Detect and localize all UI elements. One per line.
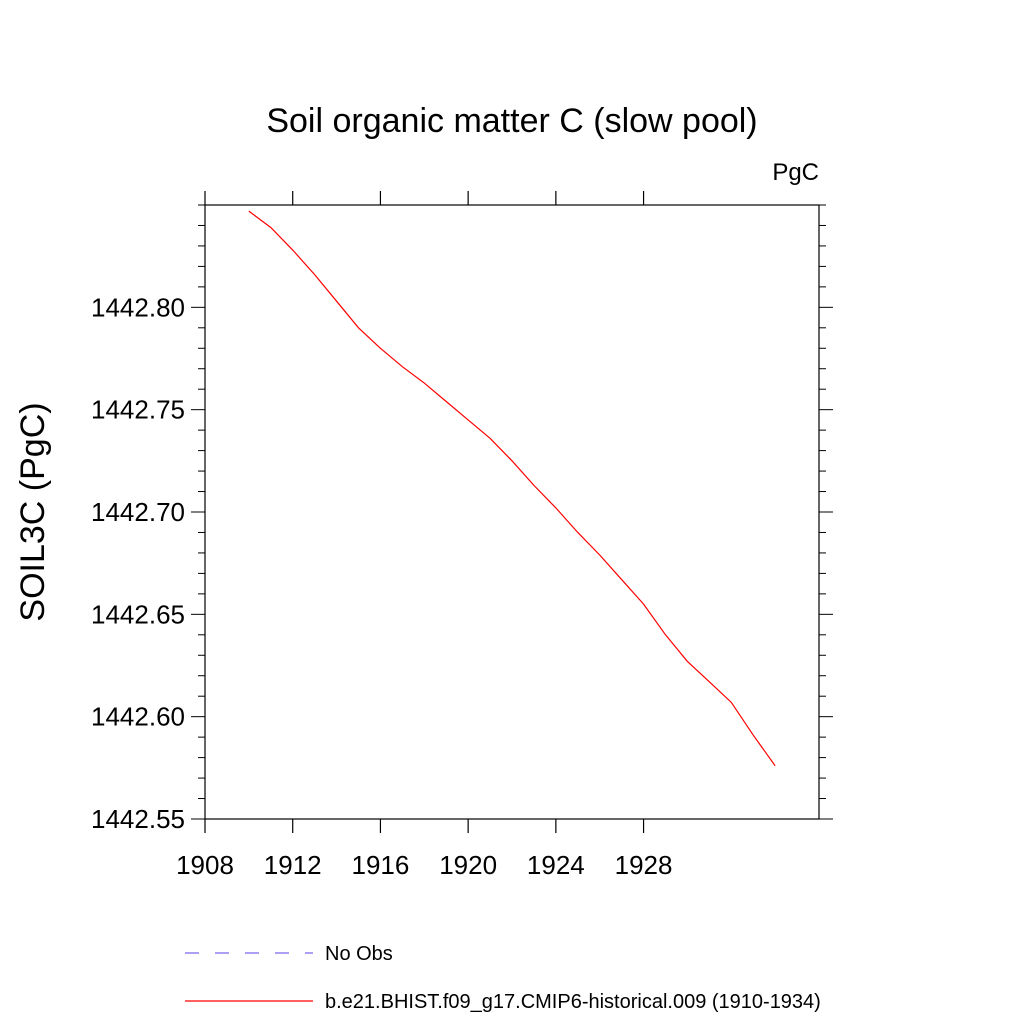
x-tick-labels: 1908 1912 1916 1920 1924 1928 (176, 850, 672, 880)
y-tick-label: 1442.60 (91, 702, 185, 732)
x-tick-label: 1908 (176, 850, 234, 880)
legend: No Obs b.e21.BHIST.f09_g17.CMIP6-histori… (185, 943, 821, 1013)
chart-title: Soil organic matter C (slow pool) (266, 102, 757, 140)
legend-label-model: b.e21.BHIST.f09_g17.CMIP6-historical.009… (325, 991, 821, 1013)
units-label: PgC (772, 159, 819, 186)
series-lines (248, 210, 776, 767)
y-tick-label: 1442.70 (91, 497, 185, 527)
x-tick-label: 1920 (439, 850, 497, 880)
x-tick-label: 1924 (527, 850, 585, 880)
y-tick-label: 1442.80 (91, 292, 185, 322)
series-line (248, 210, 776, 767)
y-tick-label: 1442.75 (91, 395, 185, 425)
x-tick-label: 1928 (615, 850, 673, 880)
plot-frame (204, 204, 820, 820)
x-tick-label: 1916 (352, 850, 410, 880)
axis-ticks (191, 191, 833, 833)
legend-label-no-obs: No Obs (325, 943, 393, 965)
y-tick-labels: 1442.55 1442.60 1442.65 1442.70 1442.75 1442.… (91, 292, 185, 834)
y-tick-label: 1442.55 (91, 804, 185, 834)
y-tick-label: 1442.65 (91, 599, 185, 629)
x-tick-label: 1912 (264, 850, 322, 880)
y-axis-label: SOIL3C (PgC) (14, 402, 52, 621)
